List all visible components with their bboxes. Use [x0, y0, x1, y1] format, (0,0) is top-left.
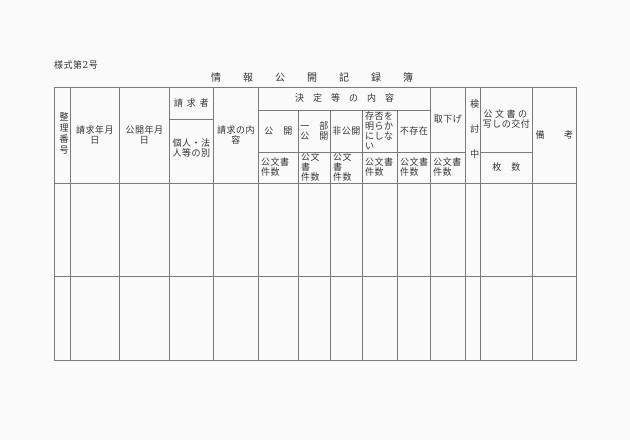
header-document-count: 公文書 件数 [430, 152, 467, 184]
header-request-date: 請求年月日 [70, 87, 120, 184]
body-cell [70, 276, 120, 361]
header-requester-group: 請 求 者 個人・法 人等の別 [169, 87, 214, 184]
document-count-line: 件数 [333, 173, 353, 183]
body-cell [70, 183, 120, 277]
body-cell [298, 276, 331, 361]
copies-issued-line: 写しの交付 [482, 120, 531, 130]
body-cell [298, 183, 331, 277]
existence-unclarified-line: 明らか [365, 121, 394, 132]
copies-issued-line: 公文書の [483, 110, 530, 120]
document-count-line: 件数 [400, 168, 420, 178]
body-cell [169, 183, 214, 277]
document-count-line: 公文書 [261, 158, 290, 168]
form-number-label: 様式第2号 [54, 61, 99, 71]
body-cell [330, 276, 363, 361]
header-document-count: 公文書 件数 [396, 152, 432, 184]
existence-unclarified-line: 存否を [365, 111, 394, 122]
body-cell [480, 276, 534, 361]
header-document-count: 公文書 件数 [362, 152, 398, 184]
partially-disclosed-line: 公 開 [300, 131, 329, 142]
document-count-line: 件数 [261, 168, 281, 178]
body-cell [532, 276, 578, 361]
header-remarks: 備 考 [532, 87, 578, 184]
header-existence-unclarified: 存否を 明らか にしな い [362, 110, 398, 153]
header-row-2: 公 開 一 部 公 開 非公開 存否を 明らか にしな い 不存在 [55, 110, 577, 153]
header-not-disclosed: 非公開 [330, 110, 363, 153]
body-row [54, 276, 578, 361]
existence-unclarified-line: い [365, 141, 375, 152]
serial-number-label: 整理番号 [57, 112, 68, 156]
header-row-3: 公文書 件数 公文書 件数 公文書 件数 公文書 件数 公文書 件数 公文書 件… [55, 152, 577, 184]
requester-type-line: 個人・法 [172, 139, 211, 149]
header-document-count: 公文書 件数 [330, 152, 363, 184]
requester-split: 請 求 者 個人・法 人等の別 [170, 89, 213, 179]
document-count-line: 公文書 [365, 158, 394, 168]
body-cell [362, 183, 398, 277]
body-cell [362, 276, 398, 361]
body-row [54, 183, 578, 277]
header-disclosed: 公 開 [258, 110, 299, 153]
body-cell [258, 183, 299, 277]
body-cell [532, 183, 578, 277]
header-row-1: 整理番号 請求年月日 公開年月日 請 求 者 個人・法 人等の別 請求の内容 決… [54, 87, 578, 184]
header-copies-issued: 公文書の 写しの交付 [480, 87, 534, 153]
header-under-review: 検討中 [465, 87, 482, 184]
body-cell [213, 183, 259, 277]
record-table: 整理番号 請求年月日 公開年月日 請 求 者 個人・法 人等の別 請求の内容 決… [54, 87, 578, 361]
header-requester: 請 求 者 [170, 89, 213, 120]
body-cell [330, 183, 363, 277]
page-title: 情 報 公 開 記 録 簿 [211, 73, 419, 84]
body-cell [119, 276, 170, 361]
body-cell [396, 276, 432, 361]
body-cell [54, 183, 71, 277]
document-count-line: 公文書 [400, 158, 429, 168]
body-cell [465, 183, 482, 277]
under-review-label: 検討中 [468, 98, 479, 174]
body-cell [430, 276, 467, 361]
header-partially-disclosed: 一 部 公 開 [298, 110, 331, 153]
body-cell [480, 183, 534, 277]
body-cell [430, 183, 467, 277]
body-cell [169, 276, 214, 361]
header-serial-number: 整理番号 [54, 87, 71, 184]
header-decision-content: 決 定 等 の 内 容 [257, 87, 432, 111]
document-count-line: 公文書 [333, 153, 353, 174]
header-document-count: 公文書 件数 [298, 152, 331, 184]
body-cell [119, 183, 170, 277]
header-requester-type: 個人・法 人等の別 [171, 120, 213, 178]
header-document-count: 公文書 件数 [258, 152, 299, 184]
existence-unclarified-line: にしな [365, 131, 394, 142]
body-cell [54, 276, 71, 361]
header-request-content: 請求の内容 [213, 87, 259, 184]
header-withdrawn: 取下げ [430, 87, 467, 153]
body-cell [465, 276, 482, 361]
header-sheet-count: 枚 数 [480, 152, 534, 184]
header-disclosure-date: 公開年月日 [119, 87, 170, 184]
document-count-line: 件数 [365, 168, 385, 178]
document-count-line: 公文書 [301, 153, 321, 174]
document-count-line: 件数 [301, 173, 321, 183]
partially-disclosed-line: 一 部 [300, 121, 329, 132]
document-count-line: 件数 [433, 168, 453, 178]
requester-type-line: 人等の別 [172, 149, 211, 159]
header-nonexistent: 不存在 [396, 110, 432, 153]
body-cell [213, 276, 259, 361]
body-cell [258, 276, 299, 361]
body-cell [396, 183, 432, 277]
document-count-line: 公文書 [433, 158, 462, 168]
